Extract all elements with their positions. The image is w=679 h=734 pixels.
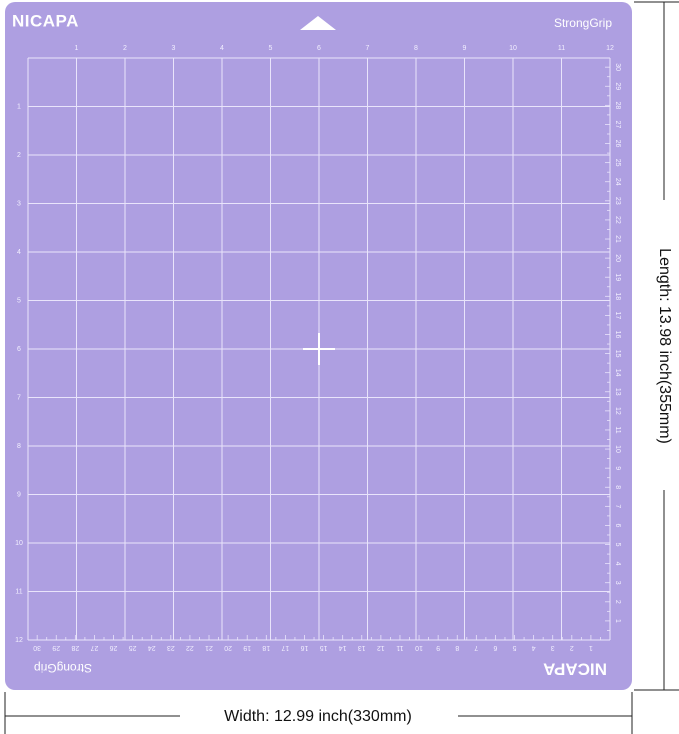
inch-label: 6 xyxy=(17,346,21,353)
inch-label: 3 xyxy=(17,200,21,207)
cm-label: 12 xyxy=(377,644,385,651)
cm-label: 3 xyxy=(614,581,621,585)
cm-label: 1 xyxy=(614,619,621,623)
cm-label: 19 xyxy=(614,273,621,281)
cm-label: 25 xyxy=(614,159,621,167)
cm-label: 3 xyxy=(551,644,555,651)
cm-label: 30 xyxy=(614,63,621,71)
cm-label: 26 xyxy=(110,644,118,651)
cm-label: 19 xyxy=(243,644,251,651)
cm-label: 6 xyxy=(493,644,497,651)
cm-label: 5 xyxy=(512,644,516,651)
cm-label: 14 xyxy=(614,369,621,377)
cm-label: 13 xyxy=(358,644,366,651)
cm-label: 7 xyxy=(474,644,478,651)
cm-label: 2 xyxy=(614,600,621,604)
cm-label: 12 xyxy=(614,407,621,415)
cm-label: 17 xyxy=(281,644,289,651)
cm-label: 21 xyxy=(205,644,213,651)
cm-label: 13 xyxy=(614,388,621,396)
cm-label: 2 xyxy=(570,644,574,651)
cm-label: 7 xyxy=(614,504,621,508)
inch-label: 8 xyxy=(414,45,418,52)
inch-label: 5 xyxy=(17,297,21,304)
cm-label: 18 xyxy=(262,644,270,651)
cm-label: 14 xyxy=(339,644,347,651)
cm-label: 10 xyxy=(415,644,423,651)
inch-label: 3 xyxy=(172,45,176,52)
inch-label: 4 xyxy=(220,45,224,52)
cm-label: 17 xyxy=(614,311,621,319)
cm-label: 26 xyxy=(614,140,621,148)
cm-label: 1 xyxy=(589,644,593,651)
brand-logo: NICAPA xyxy=(12,11,79,30)
inch-label: 4 xyxy=(17,249,21,256)
cm-label: 24 xyxy=(148,644,156,651)
cm-label: 16 xyxy=(300,644,308,651)
cm-label: 20 xyxy=(614,254,621,262)
cm-label: 8 xyxy=(614,485,621,489)
cm-label: 29 xyxy=(52,644,60,651)
inch-label: 1 xyxy=(75,45,79,52)
inch-label: 7 xyxy=(17,394,21,401)
cm-label: 20 xyxy=(224,644,232,651)
inch-label: 10 xyxy=(15,540,23,547)
inch-label: 12 xyxy=(606,45,614,52)
hang-notch xyxy=(300,16,336,30)
cm-label: 24 xyxy=(614,178,621,186)
inch-label: 11 xyxy=(15,588,22,595)
cm-label: 23 xyxy=(614,197,621,205)
grip-label: StrongGrip xyxy=(554,16,612,30)
inch-label: 12 xyxy=(15,637,23,644)
cm-label: 15 xyxy=(320,644,328,651)
cm-label: 11 xyxy=(396,644,403,651)
cm-label: 30 xyxy=(33,644,41,651)
cm-label: 22 xyxy=(186,644,194,651)
inch-label: 9 xyxy=(17,491,21,498)
grip-label: StrongGrip xyxy=(34,661,92,675)
cm-label: 28 xyxy=(614,101,621,109)
inch-label: 1 xyxy=(17,103,21,110)
cm-label: 9 xyxy=(614,466,621,470)
cm-label: 22 xyxy=(614,216,621,224)
cm-label: 18 xyxy=(614,292,621,300)
cm-label: 15 xyxy=(614,350,621,358)
cm-label: 8 xyxy=(455,644,459,651)
cm-label: 11 xyxy=(614,426,621,433)
cm-label: 29 xyxy=(614,82,621,90)
inch-label: 10 xyxy=(509,45,517,52)
cm-label: 4 xyxy=(614,562,621,566)
inch-label: 6 xyxy=(317,45,321,52)
brand-logo: NICAPA xyxy=(543,660,607,679)
inch-label: 2 xyxy=(123,45,127,52)
cm-label: 6 xyxy=(614,523,621,527)
width-label: Width: 12.99 inch(330mm) xyxy=(224,708,412,725)
length-label: Length: 13.98 inch(355mm) xyxy=(656,248,673,444)
inch-label: 5 xyxy=(269,45,273,52)
cm-label: 27 xyxy=(90,644,98,651)
inch-label: 2 xyxy=(17,152,21,159)
inch-label: 11 xyxy=(558,45,565,52)
cm-label: 4 xyxy=(532,644,536,651)
grid: 1 2 3 4 5 6 7 8 9 10 11 121234567891011121234567891… xyxy=(15,45,621,651)
cm-label: 23 xyxy=(167,644,175,651)
cm-label: 21 xyxy=(614,235,621,243)
cm-label: 28 xyxy=(71,644,79,651)
inch-label: 9 xyxy=(463,45,467,52)
cm-label: 9 xyxy=(436,644,440,651)
inch-label: 7 xyxy=(366,45,370,52)
cm-label: 5 xyxy=(614,543,621,547)
cm-label: 25 xyxy=(129,644,137,651)
cm-label: 10 xyxy=(614,445,621,453)
cm-label: 27 xyxy=(614,121,621,129)
cm-label: 16 xyxy=(614,331,621,339)
inch-label: 8 xyxy=(17,443,21,450)
